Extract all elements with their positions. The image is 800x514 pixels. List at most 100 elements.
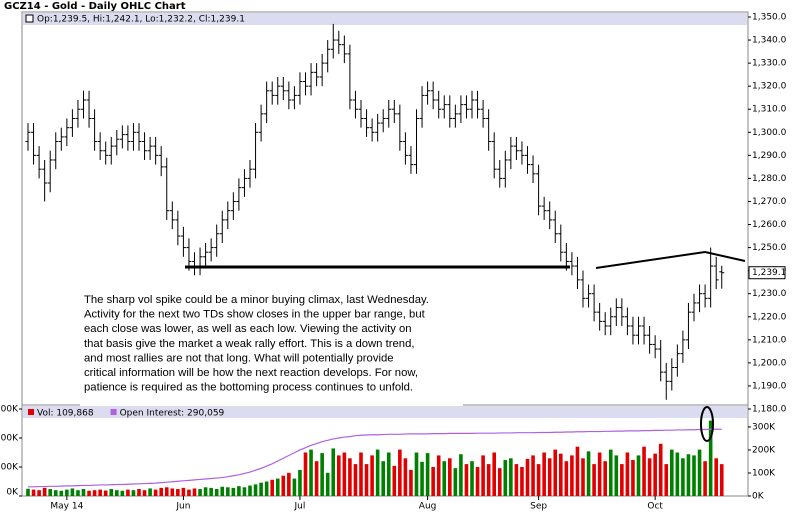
volume-bar bbox=[658, 443, 663, 496]
volume-bar bbox=[375, 449, 380, 496]
volume-bar bbox=[581, 458, 585, 496]
annotation-box bbox=[80, 282, 463, 406]
spike-circle bbox=[700, 406, 714, 442]
plot: 1,180.0 1,190.0 1,200.0 1,210.0 1,220.0 1,230… bbox=[0, 13, 787, 512]
volume-bar bbox=[142, 490, 147, 496]
volume-bar bbox=[597, 452, 602, 496]
volume-bar bbox=[259, 482, 263, 496]
volume-bar bbox=[536, 464, 541, 496]
volume-bar bbox=[76, 490, 80, 496]
volume-bar bbox=[42, 487, 47, 496]
volume-bar bbox=[137, 489, 141, 496]
y-tick-label: 1,320.0 bbox=[752, 82, 787, 92]
annotation-line: Activity for the next two TDs show close… bbox=[84, 309, 426, 321]
volume-bar bbox=[570, 455, 574, 496]
volume-bar bbox=[431, 467, 435, 496]
y-tick-label: 1,350.0 bbox=[752, 13, 787, 23]
volume-bar bbox=[320, 453, 324, 496]
y-tick-label: 1,310.0 bbox=[752, 105, 787, 115]
volume-bar bbox=[70, 488, 75, 496]
volume-bar bbox=[608, 449, 613, 496]
volume-bar bbox=[81, 489, 86, 496]
y-tick-label: 200K bbox=[0, 434, 19, 444]
volume-bar bbox=[126, 489, 130, 496]
annotation-line: The sharp vol spike could be a minor buy… bbox=[84, 294, 429, 306]
volume-bar bbox=[92, 490, 97, 496]
volume-bar bbox=[497, 468, 502, 496]
volume-bar bbox=[625, 452, 630, 496]
volume-bar bbox=[370, 455, 374, 496]
trend-line bbox=[704, 251, 746, 262]
volume-bar bbox=[309, 449, 313, 496]
volume-bar bbox=[470, 461, 474, 496]
annotation-line: critical information will be how the nex… bbox=[84, 367, 418, 379]
volume-bar bbox=[59, 490, 64, 496]
volume-bar bbox=[719, 464, 724, 496]
volume-bar bbox=[181, 487, 186, 496]
volume-bar bbox=[586, 451, 591, 496]
y2-tick-label: 200K bbox=[752, 445, 776, 455]
volume-bar bbox=[670, 449, 674, 496]
volume-bar bbox=[686, 454, 691, 496]
volume-bar bbox=[26, 488, 30, 496]
volume-bar bbox=[664, 464, 669, 496]
volume-bar bbox=[231, 487, 236, 496]
volume-bar bbox=[592, 464, 596, 496]
x-tick-label: Aug bbox=[419, 502, 437, 512]
volume-bar bbox=[331, 448, 336, 496]
volume-bar bbox=[203, 487, 208, 496]
y-tick-label: 1,280.0 bbox=[752, 174, 787, 184]
volume-bar bbox=[120, 490, 125, 496]
x-tick-label: Sep bbox=[530, 502, 547, 512]
y-tick-label: 100K bbox=[0, 463, 19, 473]
volume-bar bbox=[503, 460, 508, 496]
volume-bar bbox=[348, 458, 352, 496]
volume-bar bbox=[486, 464, 491, 496]
y2-tick-label: 100K bbox=[752, 468, 776, 478]
y-tick-label: 1,180.0 bbox=[752, 405, 787, 415]
volume-bar bbox=[98, 489, 102, 496]
volume-bar bbox=[453, 468, 458, 496]
volume-bar bbox=[242, 487, 247, 496]
y-tick-label: 1,210.0 bbox=[752, 335, 787, 345]
volume-bar bbox=[253, 484, 258, 496]
volume-bar bbox=[87, 490, 91, 496]
volume-bar bbox=[109, 489, 114, 496]
legend-strip bbox=[23, 13, 747, 25]
y2-tick-label: 0K bbox=[752, 492, 765, 502]
y-tick-label: 1,250.0 bbox=[752, 243, 787, 253]
legend-swatch bbox=[28, 409, 34, 415]
open-interest-line bbox=[28, 428, 722, 488]
volume-bar bbox=[459, 454, 463, 496]
volume-bar bbox=[337, 455, 341, 496]
y2-tick-label: 300K bbox=[752, 422, 776, 432]
legend-swatch bbox=[25, 14, 34, 23]
y-tick-label: 1,200.0 bbox=[752, 358, 787, 368]
volume-bar bbox=[364, 464, 369, 496]
volume-bar bbox=[403, 458, 408, 496]
volume-bar bbox=[559, 453, 563, 496]
volume-bar bbox=[564, 461, 569, 496]
volume-bar bbox=[392, 465, 397, 496]
volume-bar bbox=[298, 469, 302, 496]
volume-bar bbox=[287, 472, 291, 496]
y-tick-label: 300K bbox=[0, 405, 19, 415]
y-tick-label: 1,260.0 bbox=[752, 220, 787, 230]
y-tick-label: 1,340.0 bbox=[752, 36, 787, 46]
volume-bar bbox=[414, 452, 419, 496]
volume-bar bbox=[675, 452, 680, 496]
volume-bar bbox=[325, 472, 330, 496]
y-tick-label: 1,270.0 bbox=[752, 197, 787, 207]
volume-bar bbox=[603, 461, 607, 496]
volume-bar bbox=[714, 458, 718, 496]
volume-bar bbox=[270, 479, 274, 496]
volume-bar bbox=[420, 461, 424, 496]
volume-bar bbox=[187, 489, 191, 496]
volume-bar bbox=[620, 464, 624, 496]
volume-bar bbox=[342, 452, 347, 496]
volume-bar bbox=[681, 458, 685, 496]
volume-bar bbox=[475, 467, 480, 496]
volume-bar bbox=[37, 490, 41, 496]
legend-strip bbox=[23, 406, 747, 418]
volume-bar bbox=[226, 487, 230, 496]
